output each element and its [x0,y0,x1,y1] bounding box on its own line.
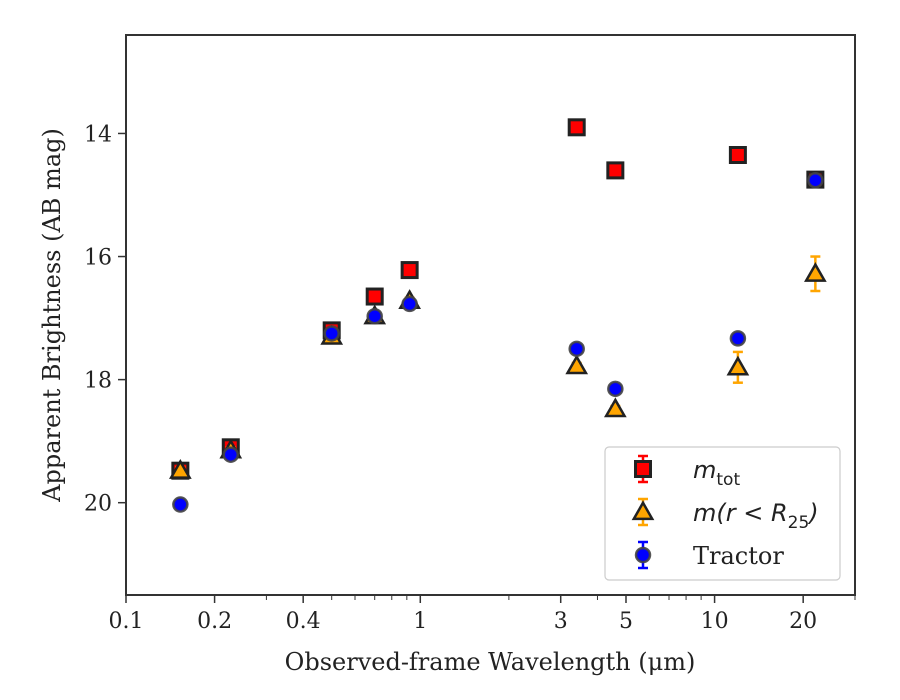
x-tick-label: 20 [789,609,817,634]
x-tick-label: 0.2 [197,609,232,634]
data-point-circle [568,340,585,358]
series-2 [172,171,824,513]
series-0 [171,118,825,480]
data-point-circle [807,171,824,189]
x-tick-label: 10 [701,609,729,634]
data-point-circle [729,330,747,347]
data-point-circle [366,307,383,325]
legend-label-1: m(r < R25) [693,499,819,533]
legend-marker-triangle [631,500,655,521]
legend-box [604,446,841,581]
x-axis-label: Observed-frame Wavelength (μm) [285,648,696,676]
data-point-circle [172,496,189,513]
data-point-square [400,261,419,280]
data-point-circle [401,295,418,313]
axis-ticks: 0.1 0.2 0.4 1 3 5 10 20 14 16 18 20 [84,122,856,634]
series-1 [168,255,827,479]
data-point-square [365,287,384,306]
plot-frame [125,34,856,596]
y-tick-label: 16 [84,246,112,271]
legend: mtot m(r < R25) Tractor [604,446,841,581]
legend-marker-circle [634,546,652,564]
data-point-triangle [804,262,827,282]
x-tick-label: 1 [413,609,427,634]
data-marks [168,118,827,513]
data-point-square [567,118,586,137]
legend-label-0: mtot [693,456,740,490]
y-axis-label: Apparent Brightness (AB mag) [38,128,66,503]
data-point-square [606,161,625,180]
x-tick-label: 0.4 [286,609,321,634]
data-point-square [728,146,747,164]
x-tick-label: 0.1 [109,609,144,634]
data-point-triangle [603,397,627,418]
data-point-triangle [726,355,750,376]
y-tick-label: 18 [84,369,112,394]
legend-label-2: Tractor [693,542,784,570]
data-point-circle [222,446,240,463]
y-tick-label: 14 [84,122,112,147]
data-point-triangle [168,458,192,479]
data-point-circle [323,325,340,342]
y-tick-label: 20 [84,492,112,517]
data-point-circle [607,380,624,398]
legend-marker-square [634,460,652,478]
data-point-triangle [565,354,589,375]
x-tick-label: 5 [619,609,633,634]
x-tick-label: 3 [554,609,568,634]
